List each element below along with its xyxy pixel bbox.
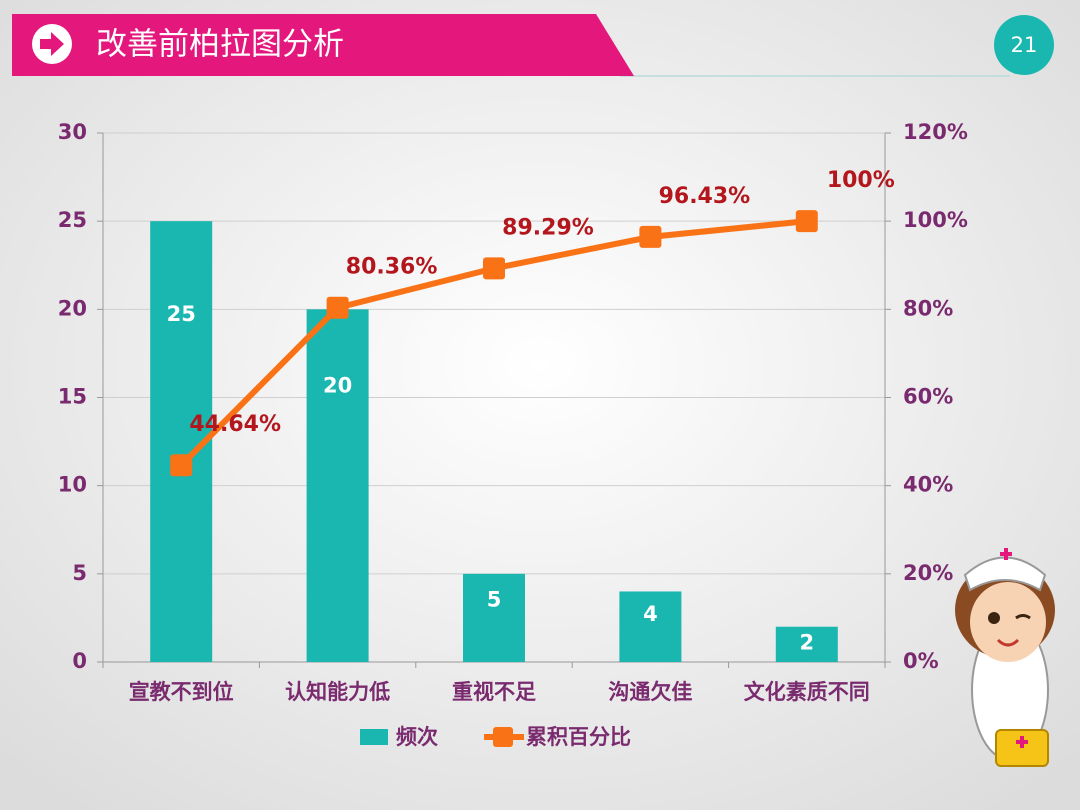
y-tick-label: 10 xyxy=(58,473,87,497)
bar-value-label: 5 xyxy=(487,588,502,612)
bar xyxy=(619,591,682,662)
legend-label: 累积百分比 xyxy=(526,725,631,749)
x-tick-label: 文化素质不同 xyxy=(744,680,870,704)
line-marker xyxy=(639,225,662,248)
y2-tick-label: 40% xyxy=(903,473,953,497)
y-tick-label: 5 xyxy=(72,561,87,585)
y2-tick-label: 100% xyxy=(903,208,968,232)
y2-tick-label: 120% xyxy=(903,120,968,144)
x-tick-label: 认知能力低 xyxy=(285,680,390,704)
nurse-illustration xyxy=(955,548,1055,767)
page-number: 21 xyxy=(1011,33,1038,57)
line-marker xyxy=(170,454,193,477)
bar-value-label: 25 xyxy=(167,302,196,326)
line-value-label: 100% xyxy=(827,168,895,193)
bar-value-label: 4 xyxy=(643,602,658,626)
y-tick-label: 25 xyxy=(58,208,87,232)
bar xyxy=(306,309,369,662)
arrow-icon-shape xyxy=(40,32,64,56)
line-marker xyxy=(483,257,505,280)
line-value-label: 80.36% xyxy=(346,255,438,280)
header-banner xyxy=(12,14,634,76)
bar-value-label: 20 xyxy=(323,373,352,397)
plot-area: 0510152025300%20%40%60%80%100%120%宣教不到位认… xyxy=(58,120,968,749)
y-tick-label: 30 xyxy=(58,120,87,144)
slide-title: 改善前柏拉图分析 xyxy=(96,27,344,63)
bar xyxy=(775,626,838,662)
x-tick-label: 沟通欠佳 xyxy=(608,680,692,704)
legend-label: 频次 xyxy=(396,725,438,749)
bar xyxy=(463,573,525,662)
legend-swatch xyxy=(360,729,388,745)
y2-tick-label: 60% xyxy=(903,385,953,409)
line-marker xyxy=(795,210,818,233)
line-value-label: 96.43% xyxy=(659,184,751,209)
y2-tick-label: 20% xyxy=(903,561,953,585)
y-tick-label: 15 xyxy=(58,385,87,409)
y2-tick-label: 80% xyxy=(903,296,953,320)
line-value-label: 89.29% xyxy=(502,215,594,240)
x-tick-label: 重视不足 xyxy=(452,680,536,704)
line-value-label: 44.64% xyxy=(189,412,281,437)
y-tick-label: 0 xyxy=(72,649,87,673)
line-marker xyxy=(326,296,349,319)
page-badge xyxy=(994,15,1054,75)
bar-value-label: 2 xyxy=(799,630,814,654)
x-tick-label: 宣教不到位 xyxy=(129,680,234,704)
y2-tick-label: 0% xyxy=(903,649,939,673)
legend-swatch-marker xyxy=(493,727,513,747)
y-tick-label: 20 xyxy=(58,296,87,320)
